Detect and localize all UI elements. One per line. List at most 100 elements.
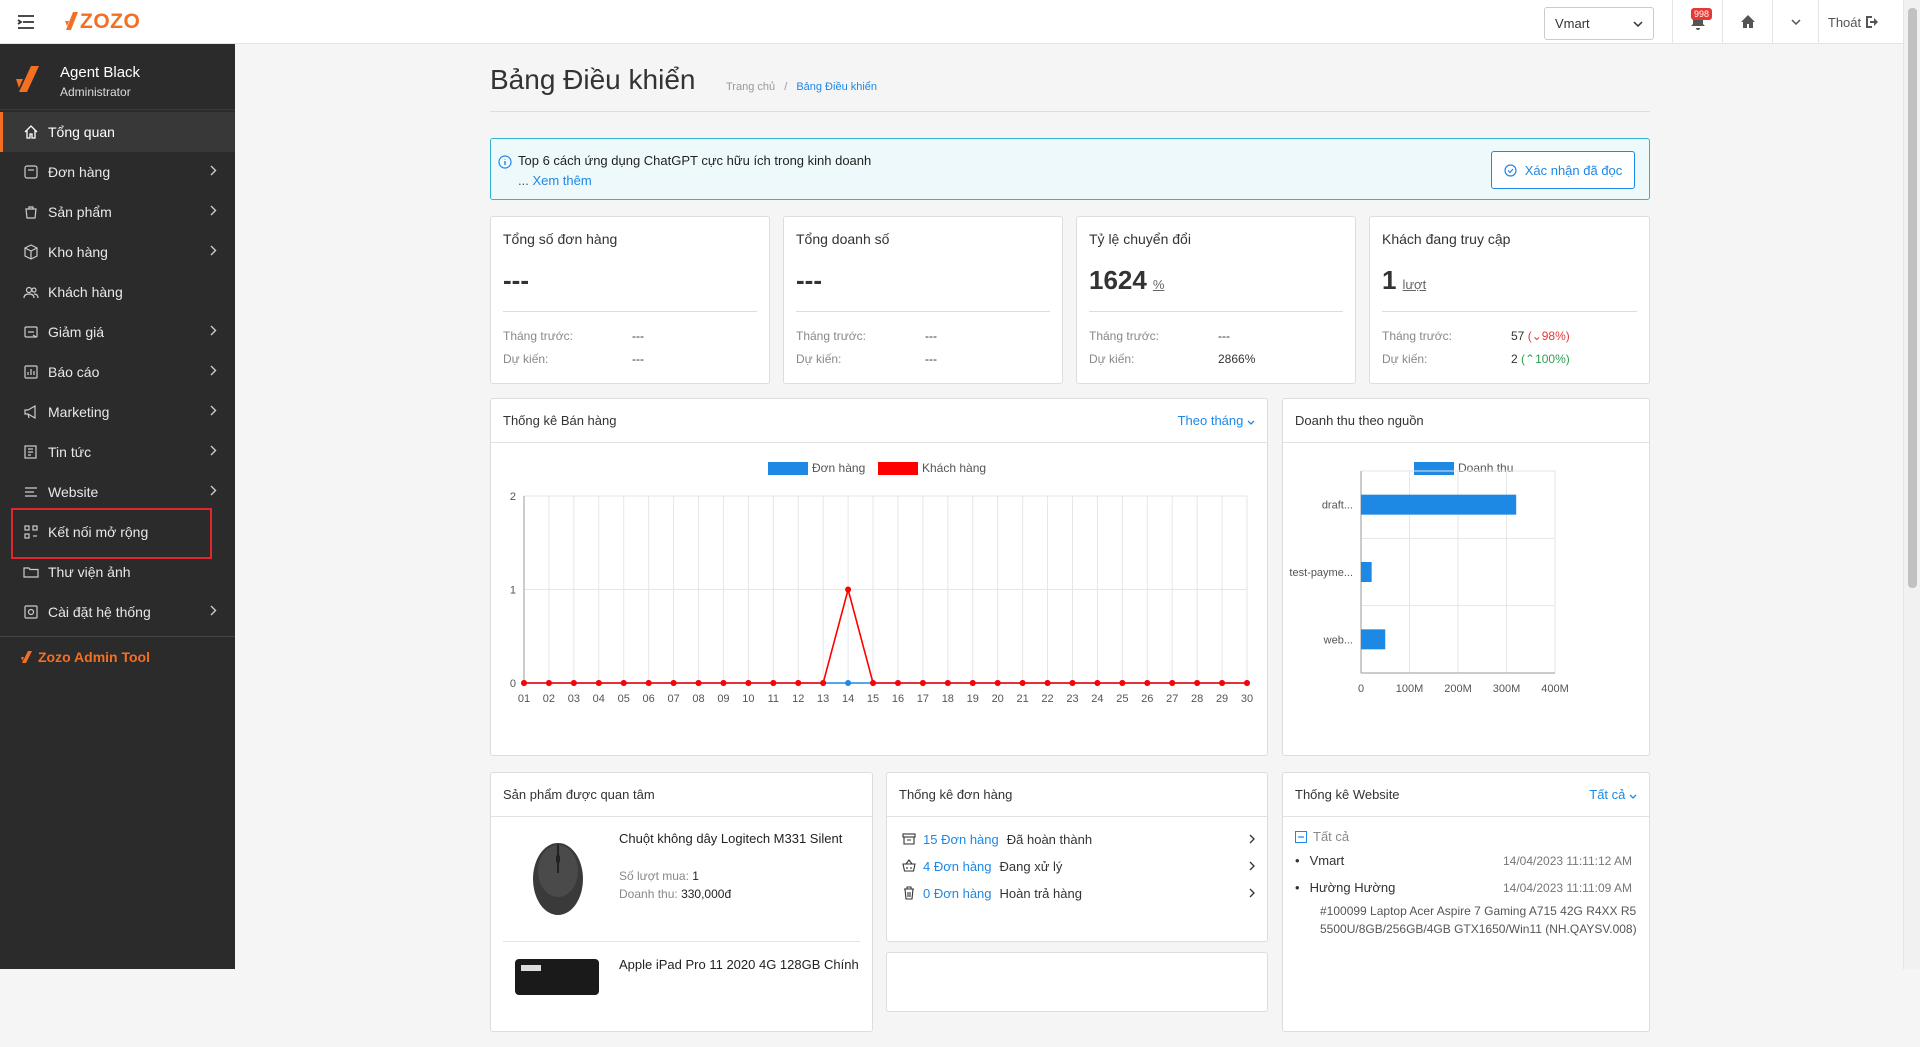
home-button[interactable]	[1722, 0, 1772, 44]
data-point	[845, 586, 852, 593]
x-tick-label: 19	[967, 693, 979, 705]
website-entry[interactable]: • Hường Hường 14/04/2023 11:11:09 AM	[1295, 880, 1637, 895]
discount-icon	[22, 323, 40, 341]
sidebar-item-customers[interactable]: Khách hàng	[0, 272, 235, 312]
bar	[1361, 494, 1517, 515]
legend-item-orders[interactable]: Đơn hàng	[768, 461, 865, 475]
logout-icon	[1866, 16, 1879, 28]
sidebar-item-website[interactable]: Website	[0, 472, 235, 512]
card-header: Thống kê Bán hàng Theo tháng	[491, 399, 1267, 443]
data-point	[1069, 680, 1076, 686]
mark-read-button[interactable]: Xác nhận đã đọc	[1491, 151, 1635, 189]
notifications-button[interactable]: 998	[1672, 0, 1722, 44]
order-count-link[interactable]: 4 Đơn hàng	[923, 858, 992, 874]
logo[interactable]: ZOZO	[64, 10, 140, 34]
stat-unit[interactable]: %	[1152, 277, 1165, 292]
hamburger-menu-icon[interactable]	[16, 12, 36, 32]
stat-value: 1624%	[1089, 265, 1164, 296]
chevron-right-icon	[210, 445, 217, 456]
breadcrumb-current[interactable]: Bảng Điều khiển	[796, 81, 878, 93]
order-status: Đang xử lý	[999, 858, 1063, 874]
sidebar-item-products[interactable]: Sản phẩm	[0, 192, 235, 232]
order-row-completed[interactable]: 15 Đơn hàng Đã hoàn thành	[899, 827, 1255, 851]
order-count-link[interactable]: 15 Đơn hàng	[923, 831, 999, 847]
revenue-label: Doanh thu:	[619, 887, 678, 901]
breadcrumb-home[interactable]: Trang chủ	[726, 81, 776, 93]
x-tick-label: 200M	[1444, 683, 1472, 695]
data-point	[1244, 680, 1250, 686]
product-name[interactable]: Apple iPad Pro 11 2020 4G 128GB Chính	[619, 957, 859, 972]
chevron-right-icon	[1249, 834, 1255, 844]
admin-tool-link[interactable]: Zozo Admin Tool	[0, 637, 235, 677]
stat-number: 1624	[1089, 265, 1147, 295]
store-select[interactable]: Vmart	[1544, 7, 1654, 40]
trash-icon	[899, 886, 919, 900]
order-row-processing[interactable]: 4 Đơn hàng Đang xử lý	[899, 854, 1255, 878]
period-filter-dropdown[interactable]: Theo tháng	[1178, 413, 1255, 428]
featured-products-card: Sản phẩm được quan tâm Chuột không dây L…	[490, 772, 873, 1032]
sidebar-item-marketing[interactable]: Marketing	[0, 392, 235, 432]
secondary-card	[886, 952, 1268, 1012]
sidebar-item-discounts[interactable]: Giảm giá	[0, 312, 235, 352]
forecast-delta: (⌃100%)	[1521, 352, 1570, 366]
stat-card-conversion: Tỷ lệ chuyển đổi 1624% Tháng trước: --- …	[1076, 216, 1356, 384]
x-tick-label: 06	[643, 693, 655, 705]
collapse-icon	[1295, 831, 1307, 843]
order-row-returned[interactable]: 0 Đơn hàng Hoàn trả hàng	[899, 881, 1255, 905]
stat-number: ---	[503, 265, 529, 295]
website-filter-dropdown[interactable]: Tất cả	[1589, 787, 1637, 802]
order-count-link[interactable]: 0 Đơn hàng	[923, 885, 992, 901]
x-tick-label: 26	[1141, 693, 1153, 705]
data-point	[795, 680, 802, 686]
forecast-label: Dự kiến:	[1382, 352, 1428, 366]
admin-tool-label: Zozo Admin Tool	[38, 649, 150, 665]
scrollbar-thumb[interactable]	[1908, 8, 1917, 588]
user-profile[interactable]: Agent Black Administrator	[0, 44, 235, 110]
x-tick-label: 400M	[1541, 683, 1569, 695]
card-title: Thống kê Bán hàng	[503, 413, 617, 428]
x-tick-label: 07	[667, 693, 679, 705]
logout-button[interactable]: Thoát	[1818, 0, 1888, 44]
data-point	[545, 680, 552, 686]
website-stats-card: Thống kê Website Tất cả Tất cả • Vmart 14…	[1282, 772, 1650, 1032]
read-more-link[interactable]: Xem thêm	[532, 173, 592, 188]
product-item[interactable]: Apple iPad Pro 11 2020 4G 128GB Chính	[503, 957, 859, 1017]
product-item[interactable]: Chuột không dây Logitech M331 Silent Số …	[503, 831, 853, 931]
sidebar-nav: Tổng quan Đơn hàng Sản phẩm Kho hàng Khá…	[0, 112, 235, 677]
website-entry[interactable]: • Vmart 14/04/2023 11:11:12 AM	[1295, 853, 1637, 868]
sidebar-item-reports[interactable]: Báo cáo	[0, 352, 235, 392]
home-icon	[1740, 15, 1755, 28]
sales-chart-card: Thống kê Bán hàng Theo tháng Đơn hàng Kh…	[490, 398, 1268, 756]
card-header: Sản phẩm được quan tâm	[491, 773, 872, 817]
product-name[interactable]: Chuột không dây Logitech M331 Silent	[619, 831, 843, 846]
sidebar-item-settings[interactable]: Cài đặt hệ thống	[0, 592, 235, 632]
sidebar-item-overview[interactable]: Tổng quan	[0, 112, 235, 152]
website-tree-root[interactable]: Tất cả	[1295, 829, 1637, 844]
x-tick-label: 12	[792, 693, 804, 705]
legend-item-customers[interactable]: Khách hàng	[878, 461, 986, 475]
notice-more-row: ... Xem thêm	[518, 173, 592, 188]
sidebar-item-extensions[interactable]: Kết nối mở rộng	[0, 512, 235, 552]
x-tick-label: 10	[742, 693, 754, 705]
card-title: Sản phẩm được quan tâm	[503, 787, 655, 802]
stat-value: 1 lượt	[1382, 265, 1426, 296]
x-tick-label: 300M	[1493, 683, 1521, 695]
sidebar-item-orders[interactable]: Đơn hàng	[0, 152, 235, 192]
data-point	[1169, 680, 1176, 686]
y-tick-label: 1	[510, 585, 516, 597]
forecast-value: ---	[925, 352, 937, 366]
data-point	[969, 680, 976, 686]
prev-month-value: ---	[632, 329, 644, 343]
x-tick-label: 08	[692, 693, 704, 705]
stat-unit[interactable]: lượt	[1402, 277, 1427, 292]
sidebar-item-gallery[interactable]: Thư viện ảnh	[0, 552, 235, 592]
user-dropdown-button[interactable]	[1772, 0, 1818, 44]
website-filter-label: Tất cả	[1589, 787, 1626, 802]
sidebar-item-news[interactable]: Tin tức	[0, 432, 235, 472]
user-name: Agent Black	[60, 64, 141, 81]
chevron-right-icon	[210, 605, 217, 616]
data-point	[919, 680, 926, 686]
page-scrollbar[interactable]	[1903, 0, 1920, 969]
sidebar-item-warehouse[interactable]: Kho hàng	[0, 232, 235, 272]
stat-label: Tỷ lệ chuyển đổi	[1089, 231, 1191, 247]
